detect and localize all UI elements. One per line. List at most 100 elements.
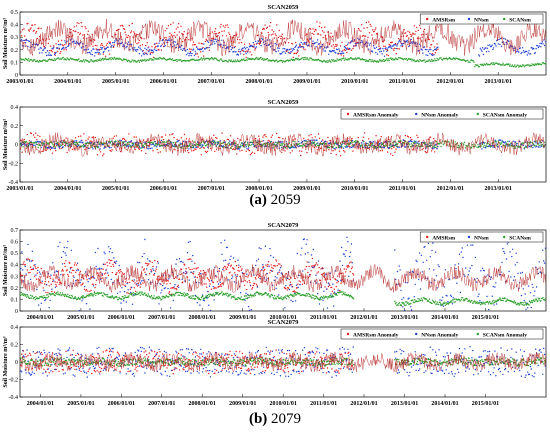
data-point bbox=[293, 49, 294, 50]
data-point bbox=[209, 45, 210, 46]
data-point bbox=[20, 295, 21, 296]
data-point bbox=[175, 37, 176, 38]
data-point bbox=[234, 281, 235, 282]
data-point bbox=[377, 53, 378, 54]
data-point bbox=[527, 54, 528, 55]
data-point bbox=[302, 284, 303, 285]
data-point bbox=[390, 45, 391, 46]
data-point bbox=[249, 150, 250, 151]
data-point bbox=[323, 37, 324, 38]
data-point bbox=[479, 66, 480, 67]
data-point bbox=[37, 144, 38, 145]
data-point bbox=[33, 60, 34, 61]
data-point bbox=[368, 138, 369, 139]
data-point bbox=[160, 298, 161, 299]
data-point bbox=[25, 266, 26, 267]
data-point bbox=[420, 28, 421, 29]
data-point bbox=[93, 294, 94, 295]
data-point bbox=[392, 48, 393, 49]
data-point bbox=[43, 290, 44, 291]
data-point bbox=[373, 45, 374, 46]
data-point bbox=[435, 147, 436, 148]
data-point bbox=[252, 287, 253, 288]
data-point bbox=[425, 151, 426, 152]
data-point bbox=[160, 292, 161, 293]
data-point bbox=[20, 140, 21, 141]
data-point bbox=[345, 45, 346, 46]
data-point bbox=[229, 272, 230, 273]
data-point bbox=[323, 50, 324, 51]
data-point bbox=[301, 46, 302, 47]
data-point bbox=[237, 39, 238, 40]
data-point bbox=[491, 45, 492, 46]
data-point bbox=[228, 263, 229, 264]
data-point bbox=[55, 148, 56, 149]
data-point bbox=[279, 263, 280, 264]
data-point bbox=[293, 147, 294, 148]
data-point bbox=[147, 258, 148, 259]
data-point bbox=[145, 45, 146, 46]
data-point bbox=[27, 60, 28, 61]
data-point bbox=[120, 302, 121, 303]
data-point bbox=[480, 270, 481, 271]
data-point bbox=[350, 271, 351, 272]
data-point bbox=[451, 296, 452, 297]
data-point bbox=[337, 49, 338, 50]
data-point bbox=[339, 51, 340, 52]
data-point bbox=[72, 270, 73, 271]
data-point bbox=[81, 140, 82, 141]
data-point bbox=[520, 47, 521, 48]
data-point bbox=[302, 43, 303, 44]
data-point bbox=[46, 284, 47, 285]
data-point bbox=[65, 252, 66, 253]
data-point bbox=[315, 42, 316, 43]
data-point bbox=[411, 59, 412, 60]
data-point bbox=[325, 141, 326, 142]
data-point bbox=[150, 271, 151, 272]
data-point bbox=[169, 134, 170, 135]
data-point bbox=[96, 266, 97, 267]
data-point bbox=[50, 274, 51, 275]
data-point bbox=[229, 34, 230, 35]
data-point bbox=[36, 289, 37, 290]
data-point bbox=[467, 60, 468, 61]
data-point bbox=[247, 276, 248, 277]
data-point bbox=[440, 146, 441, 147]
data-point bbox=[383, 46, 384, 47]
data-point bbox=[134, 279, 135, 280]
data-point bbox=[157, 261, 158, 262]
data-point bbox=[378, 49, 379, 50]
data-point bbox=[488, 309, 489, 310]
data-point bbox=[37, 272, 38, 273]
data-point bbox=[285, 147, 286, 148]
data-point bbox=[495, 282, 496, 283]
data-point bbox=[195, 44, 196, 45]
y-tick-label: 0 bbox=[15, 143, 18, 149]
data-point bbox=[140, 48, 141, 49]
data-point bbox=[47, 294, 48, 295]
data-point bbox=[142, 282, 143, 283]
data-point bbox=[409, 141, 410, 142]
data-point bbox=[496, 303, 497, 304]
data-point bbox=[358, 28, 359, 29]
data-point bbox=[102, 155, 103, 156]
data-point bbox=[227, 267, 228, 268]
data-point bbox=[352, 48, 353, 49]
data-point bbox=[322, 300, 323, 301]
data-point bbox=[523, 65, 524, 66]
data-point bbox=[284, 48, 285, 49]
data-point bbox=[302, 270, 303, 271]
data-point bbox=[220, 26, 221, 27]
data-point bbox=[80, 135, 81, 136]
data-point bbox=[238, 51, 239, 52]
data-point bbox=[69, 271, 70, 272]
data-point bbox=[417, 143, 418, 144]
data-point bbox=[142, 44, 143, 45]
data-point bbox=[510, 276, 511, 277]
data-point bbox=[257, 286, 258, 287]
data-point bbox=[93, 49, 94, 50]
data-point bbox=[159, 283, 160, 284]
data-point bbox=[536, 286, 537, 287]
data-point bbox=[282, 143, 283, 144]
